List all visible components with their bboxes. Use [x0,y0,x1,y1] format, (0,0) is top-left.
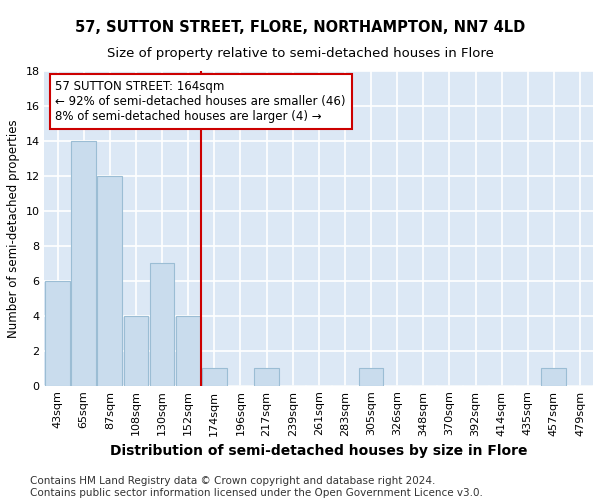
Bar [202,368,227,386]
Bar [176,316,200,386]
Y-axis label: Number of semi-detached properties: Number of semi-detached properties [7,119,20,338]
Bar [359,368,383,386]
Bar [149,264,175,386]
Text: Size of property relative to semi-detached houses in Flore: Size of property relative to semi-detach… [107,48,493,60]
Text: Contains HM Land Registry data © Crown copyright and database right 2024.
Contai: Contains HM Land Registry data © Crown c… [30,476,483,498]
Text: 57 SUTTON STREET: 164sqm
← 92% of semi-detached houses are smaller (46)
8% of se: 57 SUTTON STREET: 164sqm ← 92% of semi-d… [55,80,346,124]
X-axis label: Distribution of semi-detached houses by size in Flore: Distribution of semi-detached houses by … [110,444,527,458]
Bar [541,368,566,386]
Bar [71,141,96,386]
Bar [45,281,70,386]
Bar [97,176,122,386]
Bar [124,316,148,386]
Bar [254,368,279,386]
Text: 57, SUTTON STREET, FLORE, NORTHAMPTON, NN7 4LD: 57, SUTTON STREET, FLORE, NORTHAMPTON, N… [75,20,525,35]
